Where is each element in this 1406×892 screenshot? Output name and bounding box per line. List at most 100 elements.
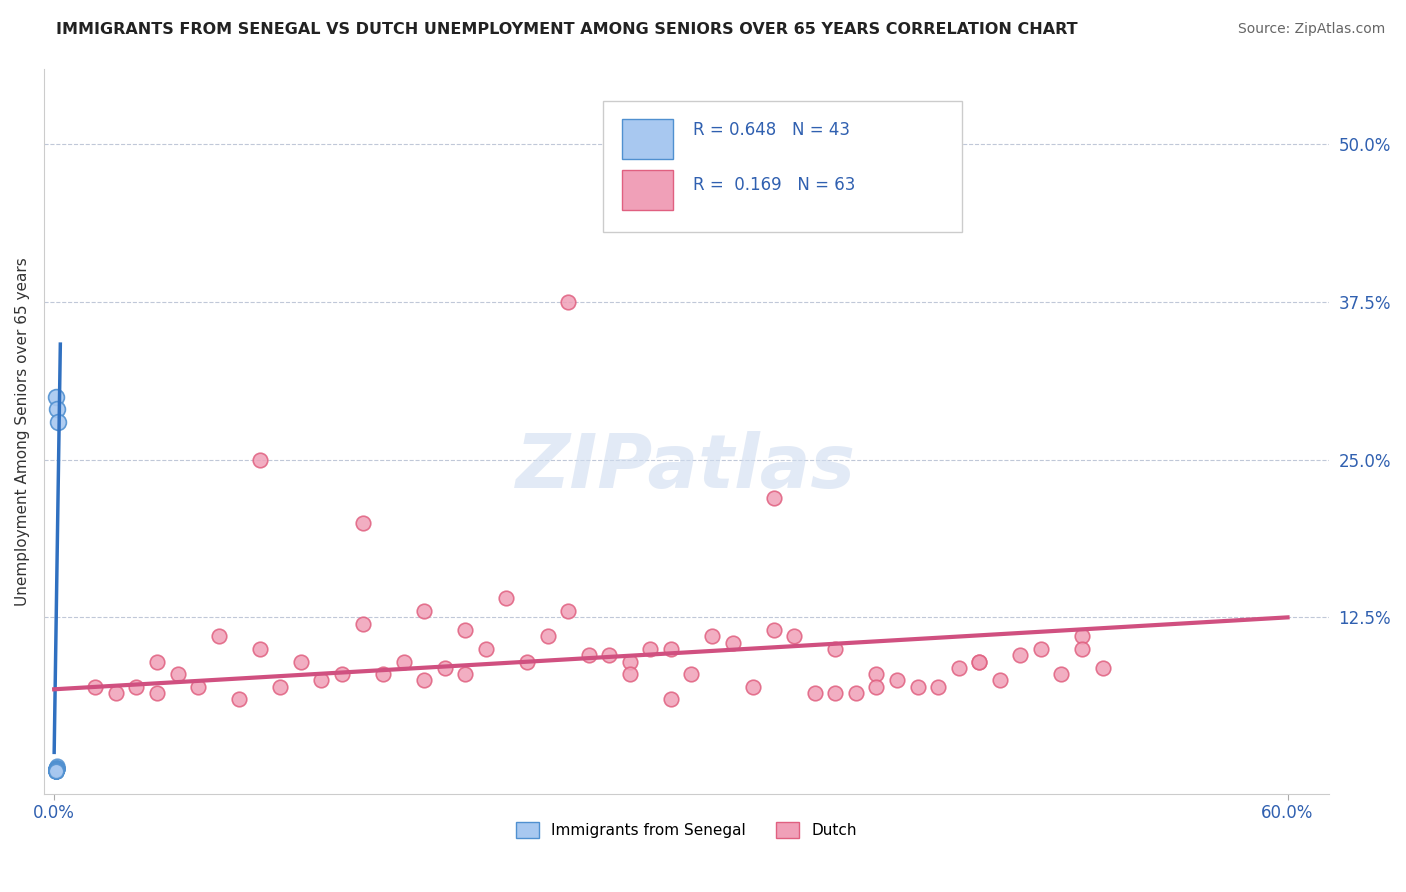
Point: [125, 680, 148, 694]
Point: [413, 604, 436, 618]
Point: [536, 629, 558, 643]
Point: [45, 762, 67, 776]
Point: [45, 764, 67, 779]
Point: [762, 491, 785, 505]
Point: [783, 629, 806, 643]
Text: ZIPatlas: ZIPatlas: [516, 431, 856, 504]
Point: [45, 762, 67, 776]
Point: [721, 635, 744, 649]
Point: [104, 686, 127, 700]
Point: [45, 762, 67, 776]
Point: [311, 673, 333, 688]
Point: [700, 629, 723, 643]
Point: [1071, 641, 1094, 656]
Point: [45, 762, 67, 776]
Point: [290, 655, 312, 669]
Point: [146, 655, 169, 669]
Point: [865, 680, 887, 694]
Point: [45, 762, 67, 776]
Text: IMMIGRANTS FROM SENEGAL VS DUTCH UNEMPLOYMENT AMONG SENIORS OVER 65 YEARS CORREL: IMMIGRANTS FROM SENEGAL VS DUTCH UNEMPLO…: [56, 22, 1078, 37]
Point: [454, 623, 477, 637]
Point: [371, 667, 394, 681]
Point: [45, 764, 67, 779]
Point: [45, 762, 67, 776]
Point: [249, 452, 271, 467]
Point: [1091, 661, 1114, 675]
Point: [1071, 629, 1094, 643]
Point: [45, 763, 67, 777]
Point: [249, 641, 271, 656]
FancyBboxPatch shape: [621, 120, 673, 159]
Point: [598, 648, 620, 663]
Point: [45, 764, 67, 779]
Point: [45, 764, 67, 779]
Point: [659, 641, 682, 656]
Point: [45, 390, 67, 404]
Point: [619, 655, 641, 669]
Point: [166, 667, 188, 681]
Point: [45, 764, 67, 779]
Point: [207, 629, 229, 643]
Point: [619, 667, 641, 681]
Text: R =  0.169   N = 63: R = 0.169 N = 63: [693, 176, 855, 194]
Point: [927, 680, 949, 694]
Point: [352, 616, 374, 631]
FancyBboxPatch shape: [603, 101, 963, 232]
Point: [824, 641, 846, 656]
Point: [495, 591, 517, 606]
Point: [454, 667, 477, 681]
Point: [45, 763, 67, 777]
Point: [824, 686, 846, 700]
Point: [45, 763, 67, 777]
Point: [45, 764, 67, 779]
Point: [557, 294, 579, 309]
Point: [352, 516, 374, 530]
Point: [45, 763, 67, 777]
Point: [1029, 641, 1052, 656]
Point: [516, 655, 538, 669]
Text: R = 0.648   N = 43: R = 0.648 N = 43: [693, 121, 849, 139]
Point: [46, 402, 69, 417]
Point: [45, 764, 67, 779]
Point: [659, 692, 682, 706]
Point: [557, 604, 579, 618]
Point: [84, 680, 107, 694]
Point: [45, 764, 67, 779]
Point: [45, 762, 67, 776]
Point: [45, 762, 67, 776]
Point: [45, 760, 67, 774]
Point: [269, 680, 291, 694]
Point: [46, 759, 69, 773]
Point: [45, 764, 67, 779]
Point: [45, 763, 67, 777]
Point: [46, 415, 69, 429]
Point: [45, 763, 67, 777]
Point: [845, 686, 868, 700]
Point: [45, 762, 67, 776]
Point: [146, 686, 169, 700]
Point: [803, 686, 825, 700]
Point: [45, 763, 67, 777]
Point: [228, 692, 250, 706]
Point: [967, 655, 990, 669]
Point: [475, 641, 498, 656]
Point: [948, 661, 970, 675]
Point: [45, 760, 67, 774]
Legend: Immigrants from Senegal, Dutch: Immigrants from Senegal, Dutch: [509, 816, 863, 845]
Point: [45, 764, 67, 779]
Point: [886, 673, 908, 688]
Point: [988, 673, 1011, 688]
Point: [330, 667, 353, 681]
Point: [1010, 648, 1032, 663]
Point: [45, 760, 67, 774]
Point: [45, 760, 67, 774]
Point: [45, 763, 67, 777]
Point: [45, 763, 67, 777]
Point: [45, 764, 67, 779]
Text: Source: ZipAtlas.com: Source: ZipAtlas.com: [1237, 22, 1385, 37]
Point: [45, 764, 67, 779]
Point: [967, 655, 990, 669]
Point: [640, 641, 662, 656]
Point: [762, 623, 785, 637]
Point: [742, 680, 765, 694]
